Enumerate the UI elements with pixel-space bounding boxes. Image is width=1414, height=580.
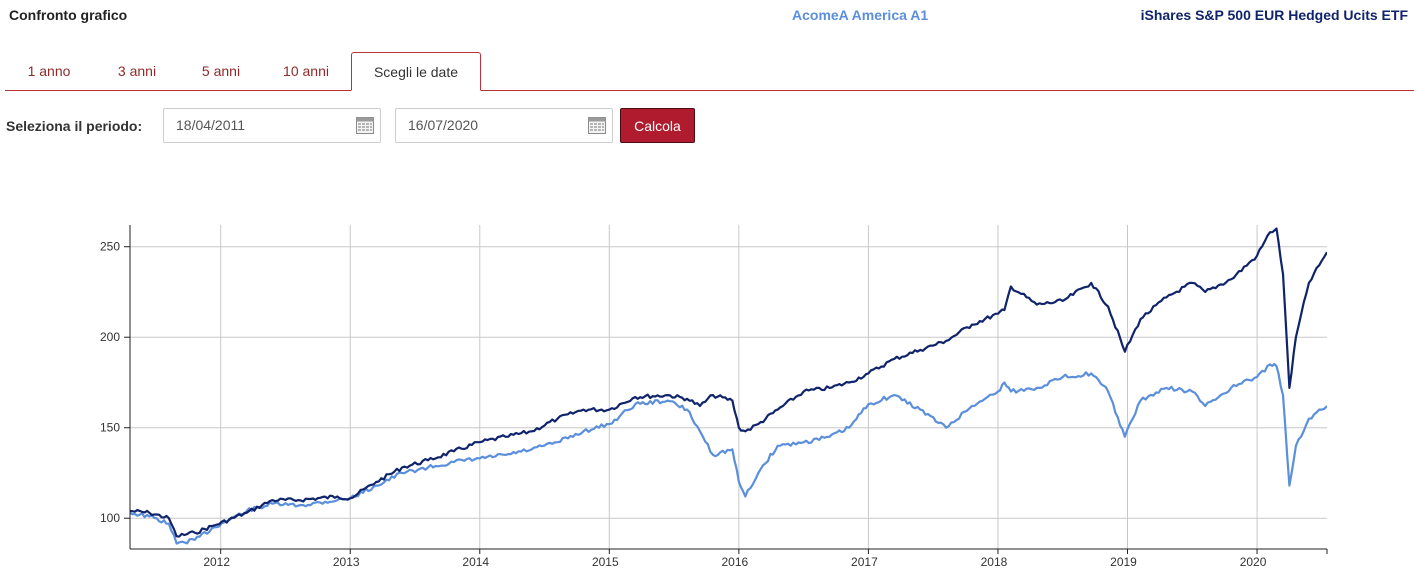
x-tick-label: 2019: [1110, 555, 1137, 569]
legend-fund-a: AcomeA America A1: [792, 7, 929, 23]
start-date-input[interactable]: [176, 117, 346, 133]
chart-axes: [124, 225, 1328, 554]
y-tick-label: 100: [100, 511, 120, 525]
page-title: Confronto grafico: [9, 7, 128, 23]
tab-3-anni[interactable]: 3 anni: [117, 63, 157, 79]
y-tick-label: 250: [100, 240, 120, 254]
x-tick-label: 2012: [203, 555, 230, 569]
chart-grid: [130, 225, 1327, 549]
tab-scegli-le-date[interactable]: Scegli le date: [351, 52, 481, 91]
tab-5-anni[interactable]: 5 anni: [201, 63, 241, 79]
start-date-field: [163, 108, 381, 143]
series-line-ishares: [130, 227, 1327, 538]
legend-fund-b: iShares S&P 500 EUR Hedged Ucits ETF: [1140, 7, 1408, 23]
end-date-input[interactable]: [408, 117, 578, 133]
series-line-acomea: [130, 362, 1327, 545]
calendar-icon[interactable]: [588, 117, 606, 134]
y-tick-label: 150: [100, 421, 120, 435]
period-tabs: 1 anno 3 anni 5 anni 10 anni Scegli le d…: [5, 52, 1414, 91]
y-tick-label: 200: [100, 330, 120, 344]
tab-1-anno[interactable]: 1 anno: [27, 63, 71, 79]
calendar-icon[interactable]: [356, 117, 374, 134]
end-date-field: [395, 108, 613, 143]
x-tick-label: 2020: [1240, 555, 1267, 569]
x-tick-label: 2018: [981, 555, 1008, 569]
x-tick-label: 2017: [851, 555, 878, 569]
x-tick-label: 2016: [722, 555, 749, 569]
calcola-button[interactable]: Calcola: [620, 108, 695, 143]
tab-10-anni[interactable]: 10 anni: [283, 63, 329, 79]
x-tick-label: 2014: [462, 555, 489, 569]
x-tick-label: 2015: [592, 555, 619, 569]
chart-series: [130, 227, 1327, 545]
period-label: Seleziona il periodo:: [6, 118, 143, 134]
chart-tick-labels: 100 150 200 250 2012 2013 2014 2015 2016 2017 2018…: [100, 240, 1267, 569]
x-tick-label: 2013: [333, 555, 360, 569]
